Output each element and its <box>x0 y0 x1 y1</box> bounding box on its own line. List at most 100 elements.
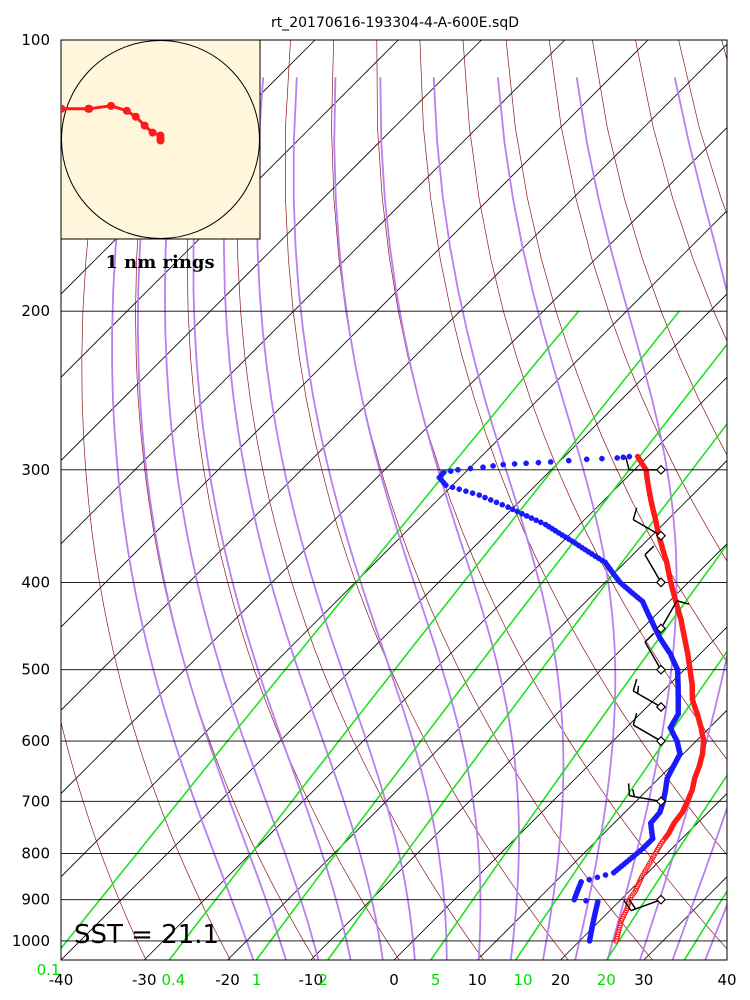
temperature-axis-labels: -40 -30 -20 -10 0 10 20 30 40 <box>49 971 737 989</box>
moist-adiabat-line <box>136 77 287 960</box>
hodograph-point <box>107 101 115 110</box>
pressure-tick-label: 100 <box>21 31 50 49</box>
mixing-ratio-line <box>255 343 727 960</box>
moist-adiabat-line <box>671 805 727 960</box>
temperature-tick-label: 10 <box>468 971 487 989</box>
dewpoint-point <box>493 499 500 506</box>
temperature-tick-label: 40 <box>717 971 736 989</box>
dewpoint-point <box>626 453 633 460</box>
wind-barb-feather <box>631 789 636 797</box>
dry-adiabat-line <box>592 40 727 456</box>
isotherm-line <box>476 709 727 960</box>
hodograph-point <box>61 104 66 113</box>
dewpoint-point <box>547 459 554 465</box>
hodograph-point <box>122 106 131 115</box>
isotherm-line <box>61 40 482 462</box>
wind-barb-station-marker <box>655 735 667 747</box>
dewpoint-point <box>505 504 511 510</box>
background-grid <box>61 40 750 960</box>
pressure-tick-label: 600 <box>21 732 50 750</box>
mixing-ratio-labels: 0.1 0.4 1 2 5 10 20 <box>37 961 616 989</box>
isotherm-line <box>143 376 727 960</box>
dewpoint-point <box>455 466 461 473</box>
temperature-tick-label: 30 <box>634 971 653 989</box>
sst-label: SST = 21.1 <box>74 920 219 950</box>
moist-adiabat-line <box>738 77 750 960</box>
wind-barb-station-marker <box>655 530 667 541</box>
mixing-ratio-line <box>514 650 727 960</box>
wind-barb-feather <box>632 712 638 726</box>
dewpoint-point <box>480 464 486 471</box>
mixing-ratio-label: 0.1 <box>37 961 61 979</box>
wind-barb-feather <box>625 457 630 471</box>
wind-barb-station-marker <box>655 796 667 807</box>
dewpoint-point <box>519 510 525 517</box>
isotherm-line <box>61 40 566 545</box>
isotherm-line <box>227 459 727 960</box>
dewpoint-point <box>449 484 456 491</box>
moist-adiabat-line <box>222 77 384 960</box>
dewpoint-point <box>447 468 454 474</box>
moist-adiabat-line <box>292 77 448 960</box>
dewpoint-point <box>620 454 627 461</box>
dry-adiabat-line <box>186 40 400 960</box>
wind-barb-shaft <box>632 724 662 742</box>
dewpoint-point <box>586 876 593 883</box>
mixing-ratio-line <box>430 543 727 960</box>
pressure-tick-label: 900 <box>21 891 50 909</box>
isotherm-line <box>61 40 66 45</box>
dry-adiabat-line <box>81 40 231 960</box>
wind-barb-feather <box>628 898 637 910</box>
isotherm-line <box>61 43 727 711</box>
pressure-tick-label: 400 <box>21 573 50 591</box>
moist-adiabat-line <box>333 77 482 960</box>
dry-adiabat-line <box>236 40 484 960</box>
dewpoint-point <box>500 461 506 468</box>
dewpoint-point <box>528 515 535 521</box>
dry-adiabat-line <box>285 40 569 960</box>
chart-title: rt_20170616-193304-4-A-600E.sqD <box>271 15 519 31</box>
pressure-tick-label: 1000 <box>12 932 50 950</box>
dewpoint-point <box>467 465 474 472</box>
wind-barb-station-marker <box>655 664 667 675</box>
isotherm-line <box>393 626 727 960</box>
dewpoint-point <box>523 460 529 467</box>
wind-barb-feather <box>676 600 690 605</box>
temperature-tick-label: -10 <box>299 971 324 989</box>
moist-adiabat-line <box>192 77 352 960</box>
dewpoint-point <box>499 501 506 508</box>
dewpoint-point <box>514 508 521 515</box>
moist-adiabat-line <box>379 77 520 960</box>
mixing-ratio-line <box>683 889 727 960</box>
wind-barb-station-marker <box>655 894 667 905</box>
dewpoint-point <box>456 486 463 493</box>
pressure-axis-labels: 100 200 300 400 500 600 700 800 900 1000 <box>12 31 50 950</box>
hodograph-point <box>140 121 149 130</box>
isotherm-line <box>310 543 727 960</box>
dewpoint-point <box>523 513 530 519</box>
moist-adiabat-line <box>256 77 416 960</box>
wind-barb-feather <box>636 685 640 694</box>
moist-adiabat-line <box>704 902 727 960</box>
temperature-tick-label: -20 <box>215 971 240 989</box>
dry-adiabat-line <box>419 40 727 856</box>
wind-barb-station-marker <box>655 577 667 588</box>
wind-barb-station-marker <box>655 464 667 475</box>
pressure-tick-label: 700 <box>21 792 50 810</box>
moist-adiabat-line <box>111 77 255 960</box>
pressure-tick-label: 800 <box>21 845 50 863</box>
dewpoint-point <box>487 497 494 503</box>
wind-barbs <box>623 457 690 912</box>
wind-barb-shaft <box>644 554 662 583</box>
wind-barb-shaft <box>644 641 662 671</box>
dewpoint-point <box>565 457 572 464</box>
isotherm-line <box>61 40 649 628</box>
wind-barb-feather <box>632 507 638 520</box>
dry-adiabat-line <box>678 40 727 216</box>
isotherm-line <box>560 792 727 960</box>
dry-adiabat-line <box>505 40 727 663</box>
moist-adiabat-line <box>575 77 678 960</box>
sounding-profiles <box>436 453 707 944</box>
hodograph-point <box>85 104 94 113</box>
